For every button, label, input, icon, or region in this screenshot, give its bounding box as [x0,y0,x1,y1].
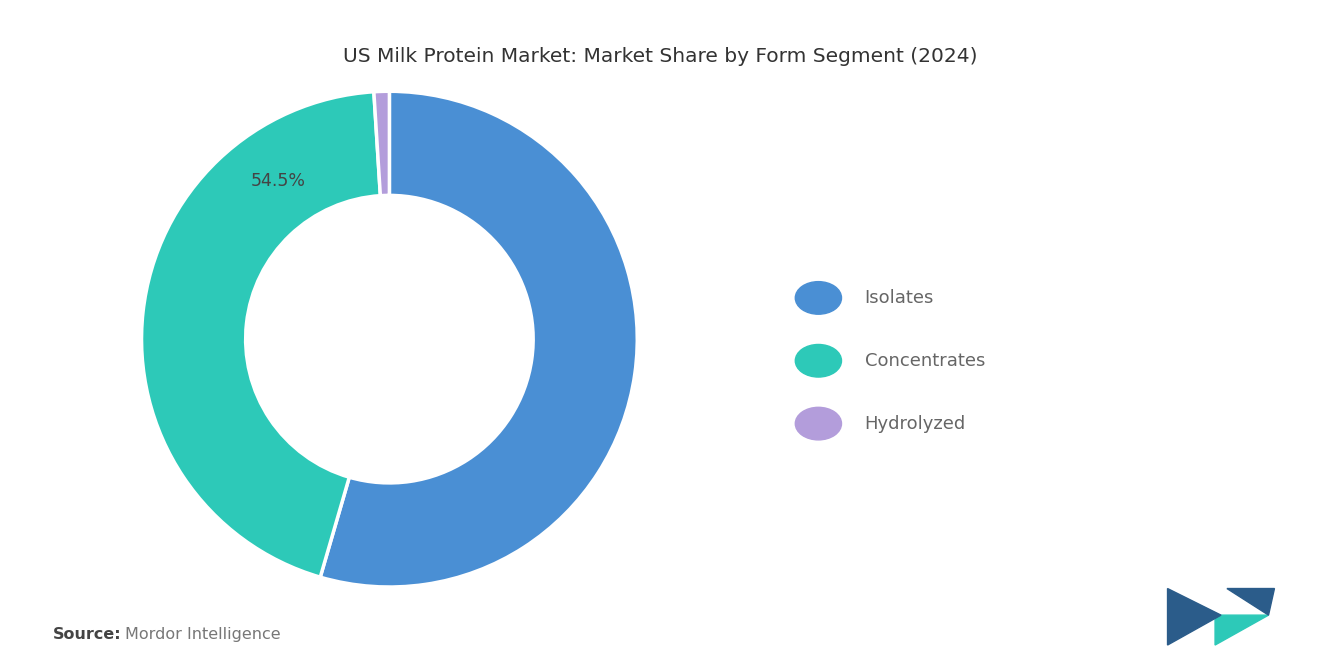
Wedge shape [321,91,638,587]
Text: Source:: Source: [53,626,121,642]
Polygon shape [1226,589,1274,615]
Text: 54.5%: 54.5% [251,172,306,190]
Text: Mordor Intelligence: Mordor Intelligence [125,626,281,642]
Circle shape [795,407,842,440]
Wedge shape [141,92,380,577]
Polygon shape [1167,589,1221,645]
Text: Isolates: Isolates [865,289,935,307]
Circle shape [795,282,842,315]
Text: US Milk Protein Market: Market Share by Form Segment (2024): US Milk Protein Market: Market Share by … [343,47,977,66]
Circle shape [795,344,842,377]
Text: Concentrates: Concentrates [865,352,985,370]
Wedge shape [374,91,389,196]
Text: Hydrolyzed: Hydrolyzed [865,414,966,433]
Polygon shape [1214,615,1269,645]
